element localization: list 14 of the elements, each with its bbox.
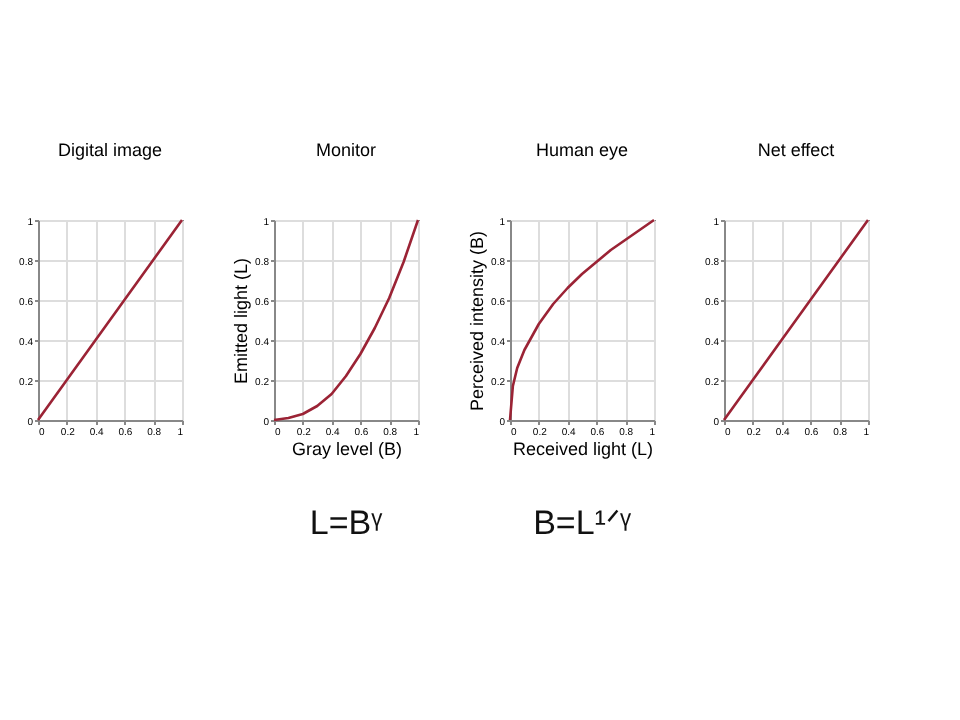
y-axis-title: Perceived intensity (B) — [467, 230, 488, 412]
chart-title: Net effect — [757, 140, 836, 160]
line-series — [508, 218, 656, 422]
y-axis-title: Emitted light (L) — [231, 257, 252, 385]
x-axis-title: Gray level (B) — [291, 439, 403, 459]
chart-title: Monitor — [315, 140, 377, 160]
text: L=Bᵞ — [309, 504, 384, 542]
chart-title: Digital image — [57, 140, 163, 160]
line-series — [722, 218, 870, 422]
chart-title: Human eye — [535, 140, 629, 160]
x-axis-title: Received light (L) — [512, 439, 654, 459]
line-series — [36, 218, 184, 422]
text: B=L¹ᐟᵞ — [533, 504, 632, 542]
line-series — [272, 218, 420, 422]
